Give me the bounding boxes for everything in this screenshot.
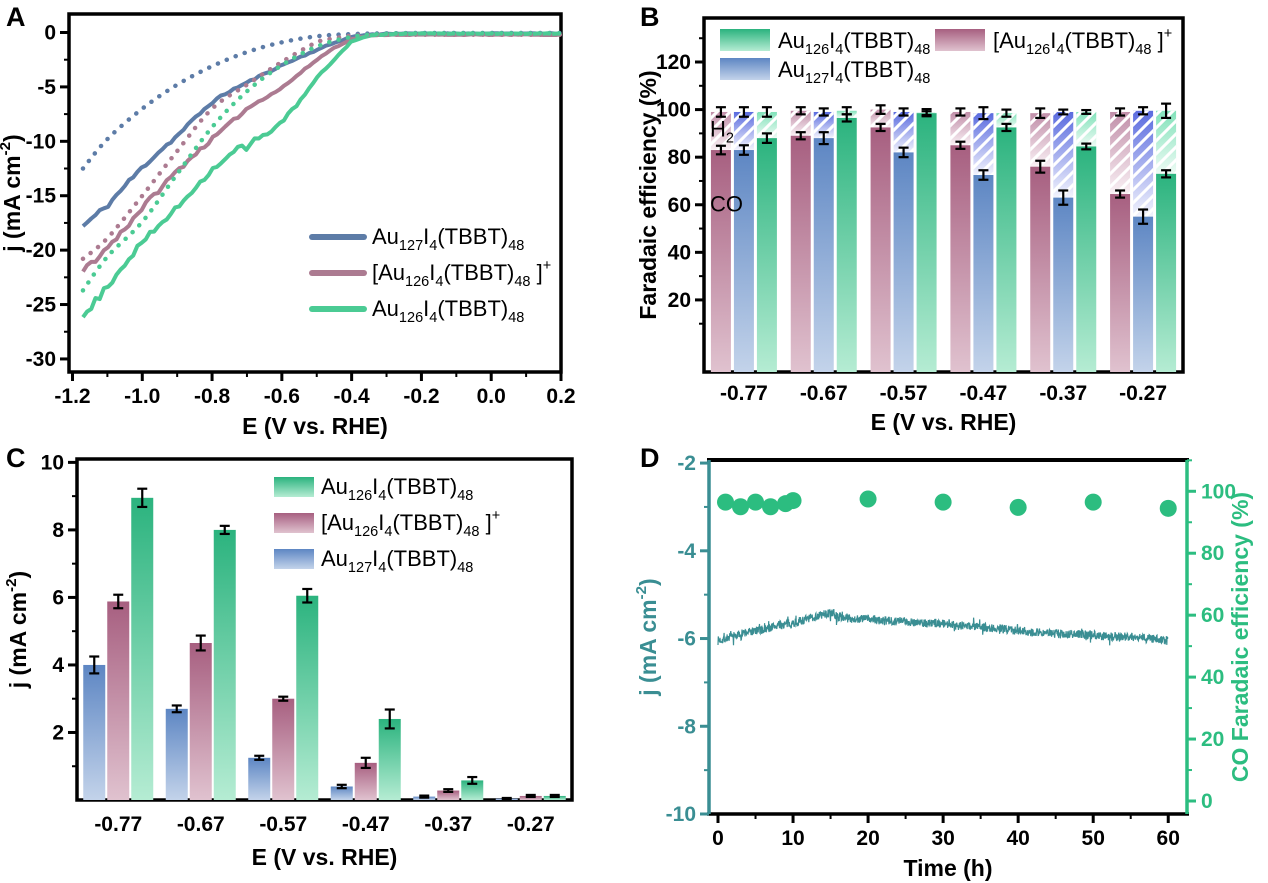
- svg-text:-4: -4: [677, 540, 696, 563]
- svg-text:E (V vs. RHE): E (V vs. RHE): [252, 844, 398, 870]
- svg-text:Au126I4(TBBT)48: Au126I4(TBBT)48: [778, 28, 930, 58]
- svg-text:100: 100: [656, 99, 691, 122]
- svg-text:-0.4: -0.4: [334, 385, 371, 408]
- panel-a-label: A: [6, 2, 26, 32]
- svg-text:j (mA cm-2): j (mA cm-2): [634, 578, 661, 696]
- svg-text:-0.67: -0.67: [177, 813, 225, 836]
- svg-text:2: 2: [52, 721, 64, 744]
- svg-text:-0.27: -0.27: [507, 813, 555, 836]
- svg-text:0: 0: [712, 827, 724, 850]
- svg-text:60: 60: [1157, 827, 1180, 850]
- svg-text:Au126I4(TBBT)48: Au126I4(TBBT)48: [372, 296, 524, 326]
- svg-text:-0.37: -0.37: [424, 813, 472, 836]
- svg-text:-1.2: -1.2: [54, 385, 90, 408]
- svg-text:10: 10: [41, 451, 64, 474]
- svg-text:-25: -25: [26, 294, 57, 317]
- svg-text:20: 20: [668, 289, 691, 312]
- svg-text:40: 40: [1201, 666, 1224, 689]
- panel-c-label: C: [6, 443, 26, 473]
- svg-text:[Au126I4(TBBT)48 ]+: [Au126I4(TBBT)48 ]+: [372, 258, 551, 290]
- svg-text:-5: -5: [37, 76, 56, 99]
- svg-text:20: 20: [856, 827, 879, 850]
- svg-text:Au127I4(TBBT)48: Au127I4(TBBT)48: [372, 224, 524, 254]
- svg-text:6: 6: [52, 586, 64, 609]
- svg-text:E (V vs. RHE): E (V vs. RHE): [871, 409, 1017, 435]
- svg-text:80: 80: [1201, 542, 1224, 565]
- svg-text:CO Faradaic efficiency (%): CO Faradaic efficiency (%): [1227, 492, 1253, 782]
- svg-text:40: 40: [1006, 827, 1029, 850]
- svg-text:0: 0: [1201, 790, 1213, 813]
- svg-text:-30: -30: [26, 348, 56, 371]
- svg-text:-0.27: -0.27: [1119, 382, 1167, 405]
- svg-text:-0.37: -0.37: [1039, 382, 1087, 405]
- panel-a-lsv-curves: A -1.2 -1.0 -0.8 -0.6 -0.4 -0.2 0.0 0.2 0 -5 -10 -1…: [0, 0, 634, 441]
- svg-text:-0.8: -0.8: [194, 385, 231, 408]
- svg-text:0: 0: [44, 21, 56, 44]
- svg-text:8: 8: [52, 519, 64, 542]
- svg-text:Time (h): Time (h): [903, 855, 992, 881]
- svg-text:Faradaic efficiency (%): Faradaic efficiency (%): [635, 70, 661, 319]
- svg-text:[Au126I4(TBBT)48 ]+: [Au126I4(TBBT)48 ]+: [321, 508, 500, 540]
- panel-b-faradaic-efficiency-bars: B 20 40 60 80 100 120 E (V vs. RHE) Faradaic ef…: [634, 0, 1268, 441]
- svg-text:4: 4: [52, 654, 64, 677]
- svg-text:j (mA cm-2): j (mA cm-2): [0, 134, 25, 252]
- panel-c-chart: 2 4 6 8 10 E (V vs. RHE) j (mA cm-2) -0.77 -0.67…: [3, 451, 574, 870]
- panel-d-label: D: [640, 443, 660, 473]
- svg-text:-0.2: -0.2: [403, 385, 439, 408]
- svg-text:[Au126I4(TBBT)48 ]+: [Au126I4(TBBT)48 ]+: [993, 26, 1172, 58]
- svg-text:-0.67: -0.67: [800, 382, 848, 405]
- panel-b-label: B: [640, 2, 660, 32]
- svg-text:-0.57: -0.57: [880, 382, 928, 405]
- svg-text:-8: -8: [677, 715, 696, 738]
- svg-text:j (mA cm-2): j (mA cm-2): [3, 571, 31, 689]
- svg-text:50: 50: [1082, 827, 1105, 850]
- svg-text:-0.57: -0.57: [259, 813, 307, 836]
- svg-text:Au126I4(TBBT)48: Au126I4(TBBT)48: [321, 474, 473, 504]
- svg-text:CO: CO: [710, 192, 743, 217]
- svg-text:40: 40: [668, 241, 691, 264]
- svg-text:80: 80: [668, 146, 691, 169]
- svg-text:100: 100: [1201, 480, 1236, 503]
- svg-text:20: 20: [1201, 728, 1224, 751]
- svg-text:60: 60: [668, 194, 691, 217]
- svg-text:-0.6: -0.6: [264, 385, 300, 408]
- svg-text:-1.0: -1.0: [124, 385, 160, 408]
- svg-text:-0.47: -0.47: [959, 382, 1007, 405]
- panel-c-partial-current-bars: C 2 4 6 8 10 E (V vs. RHE) j (mA cm-2) -0.77 -0.…: [0, 441, 634, 883]
- svg-text:0.2: 0.2: [546, 385, 575, 408]
- svg-text:H2: H2: [710, 117, 734, 147]
- svg-text:30: 30: [931, 827, 954, 850]
- svg-text:Au127I4(TBBT)48: Au127I4(TBBT)48: [778, 57, 930, 87]
- panel-d-stability-test: D 0 10 20 30 40 50 60 Time (h) -2 -4 -6 -8 -10 j (mA …: [634, 441, 1268, 883]
- svg-text:-0.47: -0.47: [342, 813, 390, 836]
- svg-text:-2: -2: [677, 452, 696, 475]
- svg-text:-6: -6: [677, 628, 696, 651]
- svg-text:0.0: 0.0: [477, 385, 506, 408]
- svg-text:-10: -10: [26, 130, 56, 153]
- svg-text:120: 120: [656, 51, 691, 74]
- panel-b-chart: 20 40 60 80 100 120 E (V vs. RHE) Faradaic effi…: [635, 16, 1185, 435]
- panel-d-chart: 0 10 20 30 40 50 60 Time (h) -2 -4 -6 -8 -10 j (mA cm…: [634, 452, 1253, 881]
- panel-a-chart: -1.2 -1.0 -0.8 -0.6 -0.4 -0.2 0.0 0.2 0 -5 -10 -15 -…: [0, 12, 576, 439]
- svg-text:Au127I4(TBBT)48: Au127I4(TBBT)48: [321, 546, 473, 576]
- svg-text:60: 60: [1201, 604, 1224, 627]
- svg-text:-0.77: -0.77: [94, 813, 142, 836]
- svg-text:10: 10: [781, 827, 804, 850]
- svg-text:-15: -15: [26, 185, 57, 208]
- svg-text:-20: -20: [26, 239, 56, 262]
- svg-text:E (V vs. RHE): E (V vs. RHE): [242, 413, 388, 439]
- svg-text:-0.77: -0.77: [720, 382, 768, 405]
- svg-text:-10: -10: [666, 803, 696, 826]
